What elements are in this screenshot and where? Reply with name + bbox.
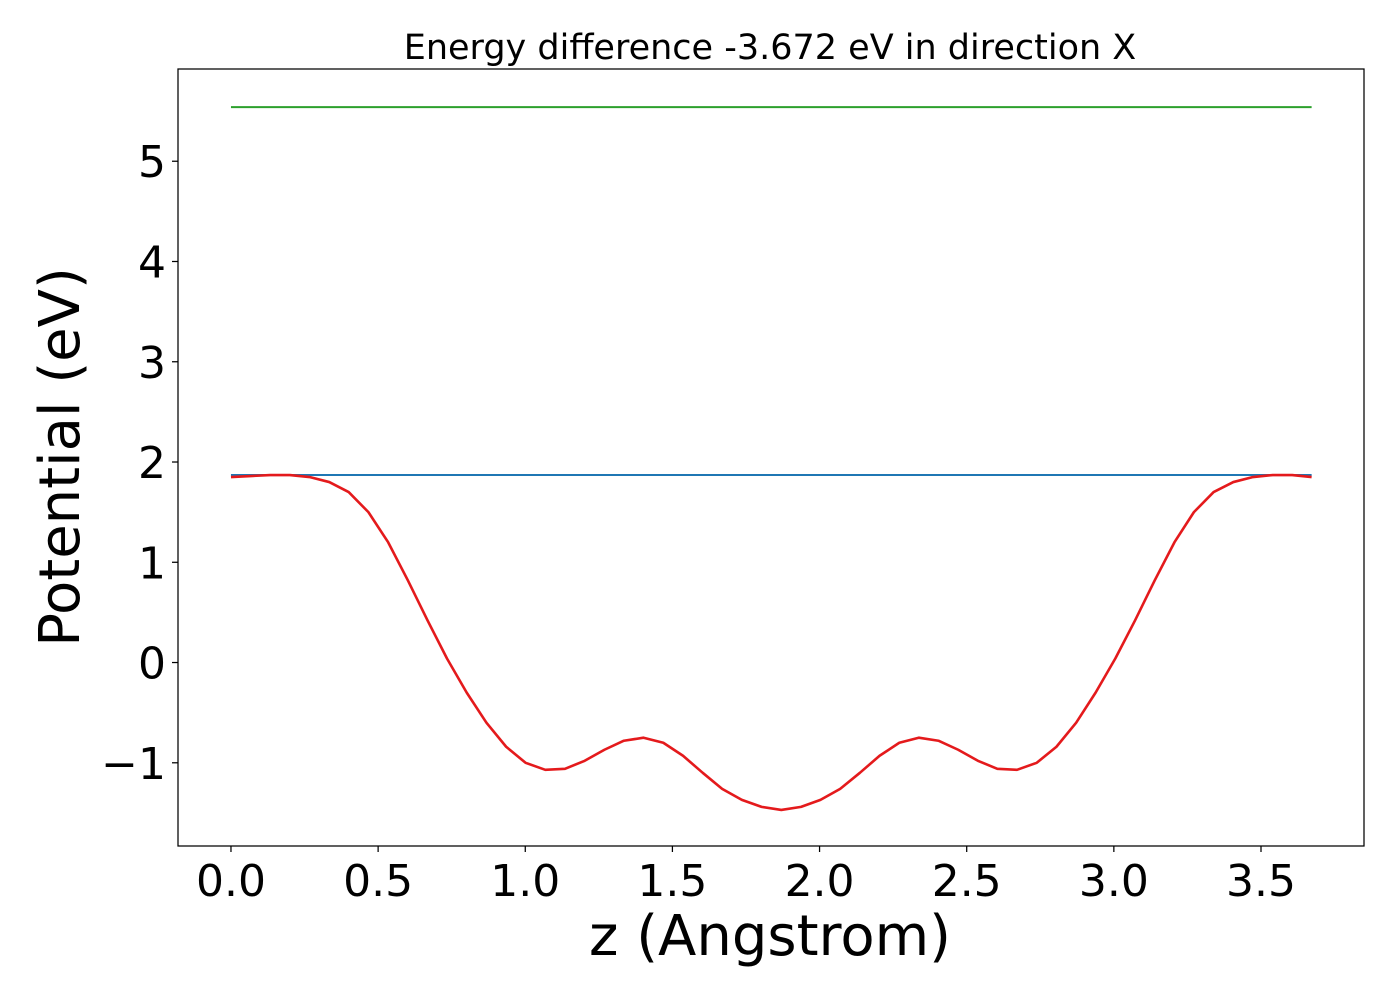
y-axis-label: Potential (eV) bbox=[28, 267, 93, 647]
y-tick-label: 2 bbox=[138, 438, 166, 489]
x-tick-label: 0.5 bbox=[343, 856, 413, 907]
x-tick-label: 3.5 bbox=[1226, 856, 1296, 907]
series-line-2 bbox=[230, 473, 1312, 812]
x-tick-label: 2.5 bbox=[932, 856, 1002, 907]
x-axis-label: z (Angstrom) bbox=[589, 904, 951, 969]
y-tick-label: 5 bbox=[138, 137, 166, 188]
y-axis-ticks: −1 0 1 2 3 4 5 bbox=[101, 137, 178, 790]
axes-frame bbox=[177, 68, 1365, 847]
x-axis-ticks: 0.0 0.5 1.0 1.5 2.0 2.5 3.0 3.5 bbox=[196, 846, 1296, 907]
y-tick-label: −1 bbox=[101, 739, 166, 790]
x-tick-label: 2.0 bbox=[785, 856, 855, 907]
y-tick-label: 3 bbox=[138, 338, 166, 389]
y-tick-label: 1 bbox=[138, 538, 166, 589]
x-tick-label: 1.5 bbox=[637, 856, 707, 907]
y-tick-label: 0 bbox=[138, 639, 166, 690]
x-tick-label: 3.0 bbox=[1079, 856, 1149, 907]
chart-title: Energy difference -3.672 eV in direction… bbox=[404, 28, 1137, 68]
x-tick-label: 0.0 bbox=[196, 856, 266, 907]
series-group bbox=[230, 106, 1312, 812]
x-tick-label: 1.0 bbox=[490, 856, 560, 907]
y-tick-label: 4 bbox=[138, 237, 166, 288]
